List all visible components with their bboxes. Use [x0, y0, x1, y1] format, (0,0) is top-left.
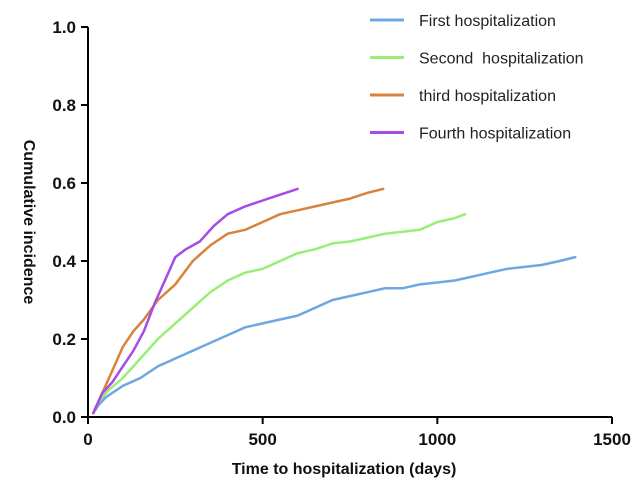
legend-label: Second hospitalization — [419, 51, 584, 68]
series-layer — [91, 187, 577, 415]
y-tick-label: 0.0 — [52, 408, 76, 427]
legend-label: First hospitalization — [419, 13, 556, 30]
y-axis-title: Cumulative incidence — [20, 140, 37, 305]
y-tick-label: 1.0 — [52, 18, 76, 37]
series-line — [91, 187, 299, 415]
legend: First hospitalization Second hospitalizat… — [370, 13, 584, 143]
y-tick-label: 0.4 — [52, 252, 76, 271]
axes-layer — [87, 27, 612, 418]
x-tick-label: 1500 — [593, 430, 631, 449]
x-tick-label: 500 — [248, 430, 276, 449]
x-ticks: 0 500 1000 1500 — [83, 417, 631, 449]
series-line — [91, 187, 385, 415]
x-tick-label: 0 — [83, 430, 92, 449]
x-tick-label: 1000 — [418, 430, 456, 449]
legend-label: third hospitalization — [419, 88, 556, 105]
legend-label: Fourth hospitalization — [419, 126, 571, 143]
y-tick-label: 0.8 — [52, 96, 76, 115]
x-axis-title: Time to hospitalization (days) — [232, 461, 457, 478]
series-line — [91, 255, 577, 415]
y-tick-label: 0.6 — [52, 174, 76, 193]
y-tick-label: 0.2 — [52, 330, 76, 349]
y-ticks: 0.0 0.2 0.4 0.6 0.8 1.0 — [52, 18, 88, 427]
series-line — [91, 212, 467, 415]
